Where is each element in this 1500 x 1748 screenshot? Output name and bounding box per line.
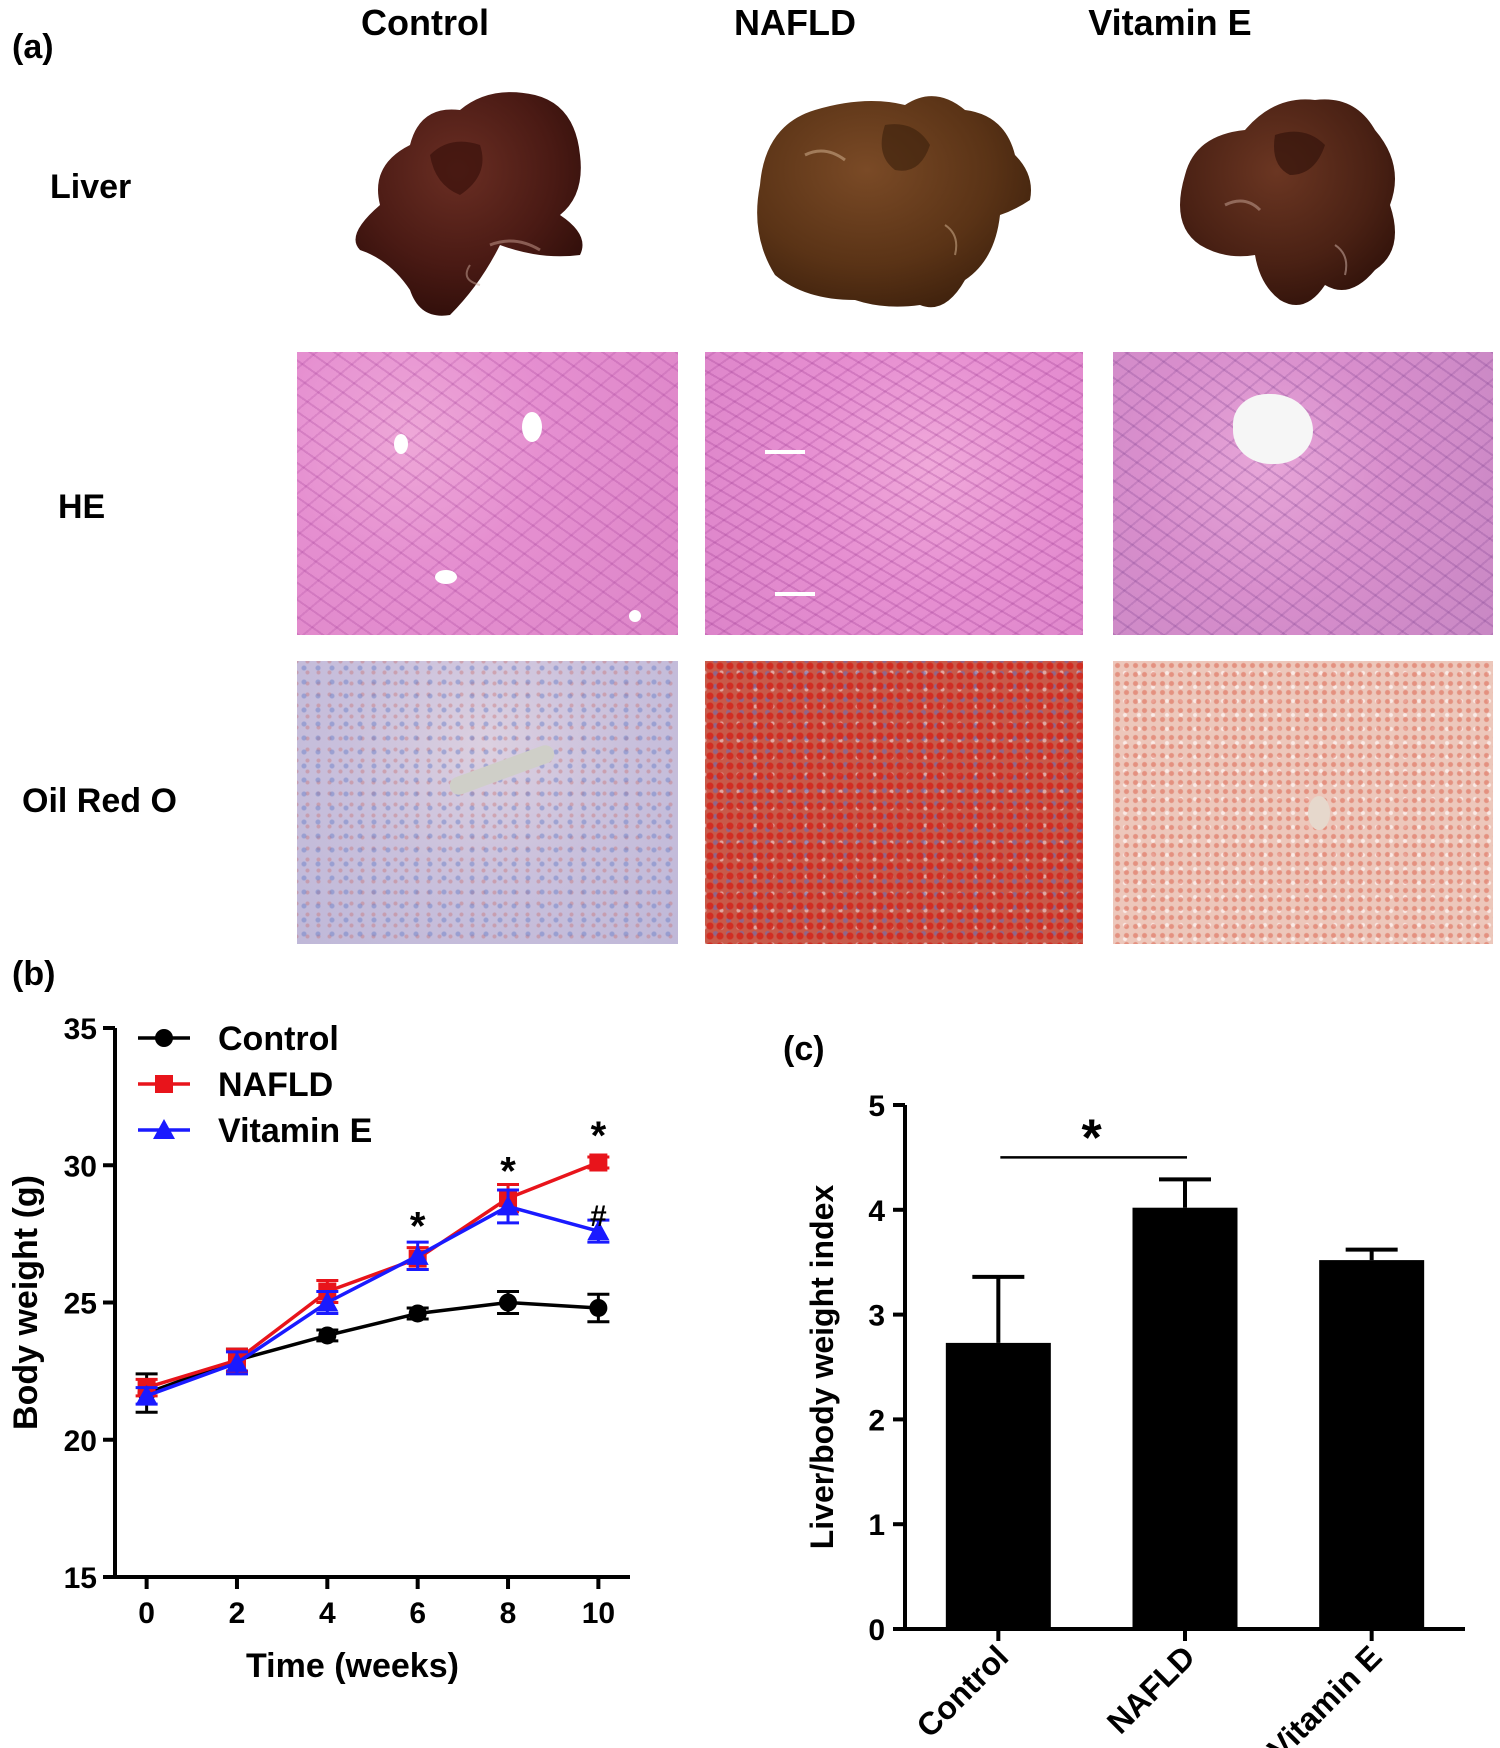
y-tick-label: 0	[868, 1614, 885, 1647]
data-point	[135, 1384, 158, 1405]
series-line	[146, 1204, 599, 1398]
x-tick-label: 0	[138, 1597, 155, 1630]
data-point	[497, 1195, 520, 1216]
bar-vitamin-e	[1319, 1260, 1425, 1629]
series-line	[146, 1160, 600, 1390]
significance-mark: *	[410, 1205, 426, 1249]
x-tick-label: 6	[409, 1597, 426, 1630]
liver-photo-nafld	[757, 96, 1031, 308]
body-weight-line-chart: 15 20 25 30 35 0 2 4 6 8 10 Time (weeks) Body weight…	[7, 1013, 630, 1685]
he-micrograph-control	[297, 352, 678, 635]
legend-marker	[155, 1075, 173, 1093]
column-header-nafld: NAFLD	[734, 2, 856, 43]
x-tick-label: Vitamin E	[1260, 1638, 1388, 1748]
data-point	[408, 1304, 427, 1323]
series-control	[135, 1290, 610, 1414]
x-tick-label: 10	[582, 1597, 615, 1630]
x-tick-label: Control	[909, 1638, 1015, 1744]
series-nafld	[135, 1153, 610, 1398]
panel-b-letter: (b)	[12, 955, 56, 993]
y-tick-label: 4	[868, 1195, 885, 1228]
oil-red-o-micrograph-vitamin-e	[1113, 661, 1493, 944]
legend-label: NAFLD	[218, 1066, 333, 1104]
legend-label: Control	[218, 1020, 339, 1058]
data-point	[316, 1291, 339, 1312]
y-tick-label: 2	[868, 1404, 885, 1437]
data-point	[589, 1298, 608, 1317]
y-tick-label: 35	[64, 1013, 97, 1046]
y-tick-label: 5	[868, 1090, 885, 1123]
y-tick-label: 25	[64, 1288, 97, 1321]
liver-photo-vitamin-e	[1180, 99, 1395, 305]
row-label-oil-red-o: Oil Red O	[22, 782, 177, 820]
x-tick-label: 4	[319, 1597, 336, 1630]
series-line	[146, 1300, 599, 1395]
x-tick-label: 8	[500, 1597, 517, 1630]
x-axis-title: Time (weeks)	[246, 1647, 459, 1685]
bar-nafld	[1132, 1207, 1238, 1629]
liver-photo-control	[355, 92, 583, 316]
bar-control	[945, 1342, 1051, 1629]
data-point	[318, 1326, 337, 1345]
data-point	[225, 1351, 248, 1372]
data-point	[587, 1220, 610, 1241]
legend-label: Vitamin E	[218, 1112, 372, 1150]
oil-red-o-micrograph-control	[297, 661, 678, 944]
data-point	[499, 1293, 518, 1312]
legend-marker	[155, 1029, 173, 1047]
legend-marker	[153, 1119, 175, 1139]
data-point	[406, 1244, 429, 1265]
y-axis-title: Liver/body weight index	[804, 1185, 840, 1550]
legend: Control NAFLD Vitamin E	[138, 1020, 372, 1150]
x-tick-label: 2	[229, 1597, 246, 1630]
row-label-he: HE	[58, 488, 106, 526]
he-micrograph-vitamin-e	[1113, 352, 1493, 635]
y-tick-label: 30	[64, 1150, 97, 1183]
significance-mark: *	[500, 1150, 516, 1194]
row-label-liver: Liver	[50, 168, 132, 206]
y-axis-title: Body weight (g)	[7, 1175, 45, 1430]
x-tick-label: NAFLD	[1100, 1638, 1202, 1740]
y-tick-label: 1	[868, 1509, 885, 1542]
column-header-control: Control	[361, 2, 489, 43]
panel-a-letter: (a)	[12, 28, 54, 66]
significance-mark: #	[590, 1200, 607, 1233]
series-vitamin-e	[135, 1188, 610, 1406]
y-tick-label: 20	[64, 1425, 97, 1458]
significance-mark: *	[1082, 1109, 1103, 1167]
significance-mark: *	[591, 1114, 607, 1158]
y-tick-label: 15	[64, 1562, 97, 1595]
panel-c-letter: (c)	[783, 1030, 825, 1068]
data-point	[589, 1153, 608, 1172]
y-tick-label: 3	[868, 1300, 885, 1333]
liver-body-weight-bar-chart: 0 1 2 3 4 5 Liver/body weight index Control NAFL…	[804, 1090, 1465, 1748]
he-micrograph-nafld	[705, 352, 1083, 635]
column-header-vitamin-e: Vitamin E	[1088, 2, 1252, 43]
oil-red-o-micrograph-nafld	[705, 661, 1083, 944]
